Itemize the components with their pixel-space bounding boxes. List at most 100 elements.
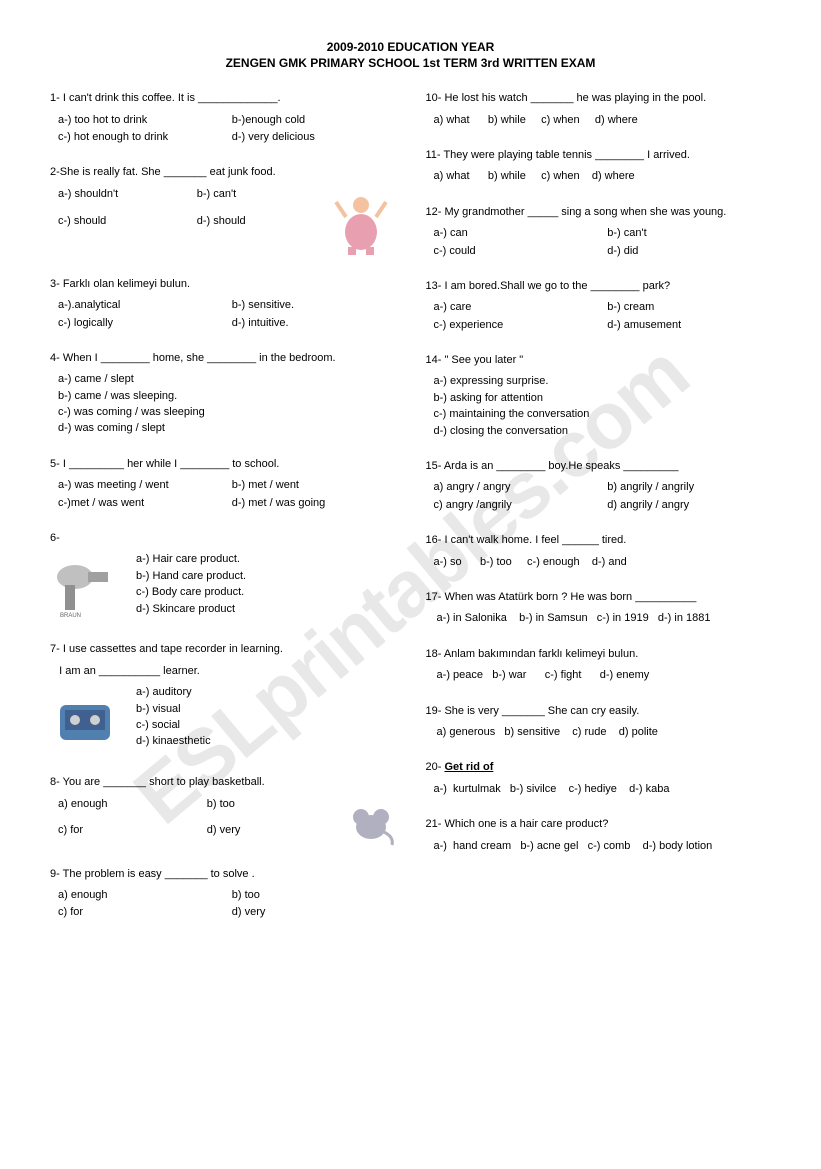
q6-opt-d: d-) Skincare product: [136, 602, 246, 617]
q1-opt-c: c-) hot enough to drink: [58, 130, 222, 145]
q1-opt-d: d-) very delicious: [232, 130, 396, 145]
q7-text2: I am an __________ learner.: [50, 664, 396, 679]
q9-opt-a: a) enough: [58, 888, 222, 903]
q18-text: 18- Anlam bakımından farklı kelimeyi bul…: [426, 647, 772, 662]
q15-opt-c: c) angry /angrily: [434, 498, 598, 513]
question-12: 12- My grandmother _____ sing a song whe…: [426, 205, 772, 259]
question-2: 2-She is really fat. She _______ eat jun…: [50, 165, 396, 256]
question-21: 21- Which one is a hair care product? a-…: [426, 817, 772, 854]
right-column: 10- He lost his watch _______ he was pla…: [426, 91, 772, 941]
q13-opt-d: d-) amusement: [607, 318, 771, 333]
q2-opt-a: a-) shouldn't: [58, 187, 187, 202]
q6-opt-b: b-) Hand care product.: [136, 569, 246, 584]
q12-opt-d: d-) did: [607, 244, 771, 259]
question-1: 1- I can't drink this coffee. It is ____…: [50, 91, 396, 145]
q15-opt-a: a) angry / angry: [434, 480, 598, 495]
left-column: 1- I can't drink this coffee. It is ____…: [50, 91, 396, 941]
q18-opts: a-) peace b-) war c-) fight d-) enemy: [434, 668, 772, 683]
exam-page: 2009-2010 EDUCATION YEAR ZENGEN GMK PRIM…: [0, 0, 821, 981]
q16-text: 16- I can't walk home. I feel ______ tir…: [426, 533, 772, 548]
q12-opt-b: b-) can't: [607, 226, 771, 241]
question-4: 4- When I ________ home, she ________ in…: [50, 351, 396, 437]
q5-opt-c: c-)met / was went: [58, 496, 222, 511]
cassette-player-icon: [50, 685, 120, 755]
q4-opt-d: d-) was coming / slept: [58, 421, 396, 436]
q14-text: 14- " See you later ": [426, 353, 772, 368]
svg-text:BRAUN: BRAUN: [60, 613, 81, 619]
q14-opt-d: d-) closing the conversation: [434, 424, 772, 439]
q9-opt-d: d) very: [232, 905, 396, 920]
q13-opt-c: c-) experience: [434, 318, 598, 333]
q15-text: 15- Arda is an ________ boy.He speaks __…: [426, 459, 772, 474]
question-16: 16- I can't walk home. I feel ______ tir…: [426, 533, 772, 570]
q7-opt-c: c-) social: [136, 718, 211, 733]
q8-opt-a: a) enough: [58, 797, 197, 821]
question-18: 18- Anlam bakımından farklı kelimeyi bul…: [426, 647, 772, 684]
q8-text: 8- You are _______ short to play basketb…: [50, 775, 396, 790]
q15-opt-b: b) angrily / angrily: [607, 480, 771, 495]
q19-text: 19- She is very _______ She can cry easi…: [426, 704, 772, 719]
hairdryer-icon: BRAUN: [50, 552, 120, 622]
q17-text: 17- When was Atatürk born ? He was born …: [426, 590, 772, 605]
q2-text: 2-She is really fat. She _______ eat jun…: [50, 165, 396, 180]
q2-opt-d: d-) should: [197, 214, 326, 229]
q9-opt-b: b) too: [232, 888, 396, 903]
question-19: 19- She is very _______ She can cry easi…: [426, 704, 772, 741]
mouse-icon: [346, 797, 396, 847]
q9-opt-c: c) for: [58, 905, 222, 920]
q2-opt-c: c-) should: [58, 214, 187, 229]
question-15: 15- Arda is an ________ boy.He speaks __…: [426, 459, 772, 513]
q8-opt-c: c) for: [58, 823, 197, 847]
q12-text: 12- My grandmother _____ sing a song whe…: [426, 205, 772, 220]
q20-text-wrap: 20- Get rid of: [426, 760, 772, 775]
q3-opt-c: c-) logically: [58, 316, 222, 331]
q2-opt-b: b-) can't: [197, 187, 326, 202]
question-7: 7- I use cassettes and tape recorder in …: [50, 642, 396, 755]
q20-text: 20-: [426, 761, 445, 773]
q5-opt-a: a-) was meeting / went: [58, 478, 222, 493]
q3-opt-b: b-) sensitive.: [232, 298, 396, 313]
fat-person-icon: [326, 187, 396, 257]
question-8: 8- You are _______ short to play basketb…: [50, 775, 396, 846]
question-14: 14- " See you later " a-) expressing sur…: [426, 353, 772, 439]
q14-opt-b: b-) asking for attention: [434, 391, 772, 406]
q3-opt-a: a-).analytical: [58, 298, 222, 313]
q9-text: 9- The problem is easy _______ to solve …: [50, 867, 396, 882]
q1-text: 1- I can't drink this coffee. It is ____…: [50, 91, 396, 106]
question-20: 20- Get rid of a-) kurtulmak b-) sivilce…: [426, 760, 772, 797]
q12-opt-c: c-) could: [434, 244, 598, 259]
q4-opt-c: c-) was coming / was sleeping: [58, 405, 396, 420]
page-header: 2009-2010 EDUCATION YEAR ZENGEN GMK PRIM…: [50, 40, 771, 71]
q13-opt-a: a-) care: [434, 300, 598, 315]
question-3: 3- Farklı olan kelimeyi bulun. a-).analy…: [50, 277, 396, 331]
header-line1: 2009-2010 EDUCATION YEAR: [50, 40, 771, 56]
q21-opts: a-) hand cream b-) acne gel c-) comb d-)…: [434, 839, 772, 854]
q1-opt-b: b-)enough cold: [232, 113, 396, 128]
q7-opt-d: d-) kinaesthetic: [136, 734, 211, 749]
q4-opt-a: a-) came / slept: [58, 372, 396, 387]
q1-opt-a: a-) too hot to drink: [58, 113, 222, 128]
q11-text: 11- They were playing table tennis _____…: [426, 148, 772, 163]
q5-text: 5- I _________ her while I ________ to s…: [50, 457, 396, 472]
q6-opt-a: a-) Hair care product.: [136, 552, 246, 567]
q3-text: 3- Farklı olan kelimeyi bulun.: [50, 277, 396, 292]
question-6: 6- BRAUN a-) Hair care product. b-) Hand…: [50, 531, 396, 622]
question-11: 11- They were playing table tennis _____…: [426, 148, 772, 185]
q17-opts: a-) in Salonika b-) in Samsun c-) in 191…: [434, 611, 772, 626]
q4-text: 4- When I ________ home, she ________ in…: [50, 351, 396, 366]
q20-bold: Get rid of: [444, 761, 493, 773]
header-line2: ZENGEN GMK PRIMARY SCHOOL 1st TERM 3rd W…: [50, 56, 771, 72]
q19-opts: a) generous b) sensitive c) rude d) poli…: [434, 725, 772, 740]
q7-opt-b: b-) visual: [136, 702, 211, 717]
question-13: 13- I am bored.Shall we go to the ______…: [426, 279, 772, 333]
q6-text: 6-: [50, 531, 396, 546]
q20-opts: a-) kurtulmak b-) sivilce c-) hediye d-)…: [434, 782, 772, 797]
q12-opt-a: a-) can: [434, 226, 598, 241]
q13-text: 13- I am bored.Shall we go to the ______…: [426, 279, 772, 294]
q21-text: 21- Which one is a hair care product?: [426, 817, 772, 832]
question-5: 5- I _________ her while I ________ to s…: [50, 457, 396, 511]
question-17: 17- When was Atatürk born ? He was born …: [426, 590, 772, 627]
q15-opt-d: d) angrily / angry: [607, 498, 771, 513]
q10-opts: a) what b) while c) when d) where: [434, 113, 772, 128]
q5-opt-b: b-) met / went: [232, 478, 396, 493]
